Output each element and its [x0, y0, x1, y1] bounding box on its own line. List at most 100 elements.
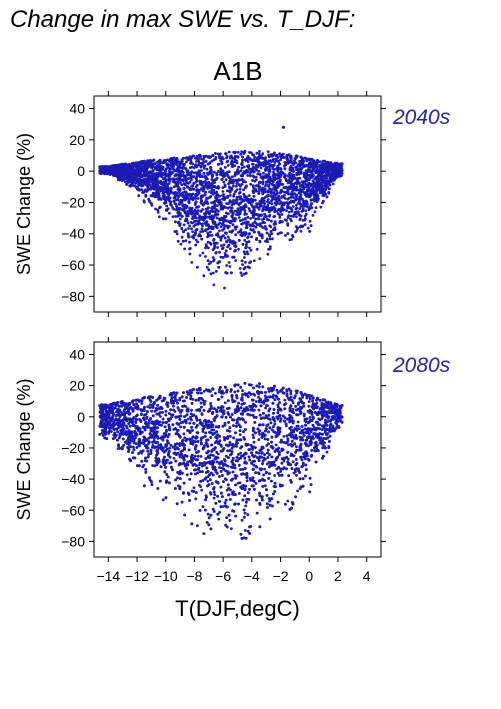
data-point	[225, 240, 229, 244]
data-point	[311, 179, 315, 183]
data-point	[274, 203, 278, 206]
data-point	[185, 173, 189, 177]
data-point	[316, 158, 319, 162]
data-point	[158, 173, 162, 176]
data-point	[160, 165, 164, 169]
data-point	[232, 194, 236, 198]
data-point	[196, 197, 200, 200]
data-point	[211, 227, 215, 230]
data-point	[249, 182, 253, 186]
data-point	[283, 164, 286, 168]
data-point	[261, 192, 265, 196]
data-point	[195, 160, 198, 163]
data-point	[206, 246, 210, 250]
data-point	[248, 174, 252, 178]
data-point	[248, 167, 252, 171]
data-point	[258, 188, 261, 191]
data-point	[229, 209, 232, 213]
data-point	[190, 227, 193, 231]
data-point	[216, 261, 220, 265]
data-point	[187, 227, 190, 230]
data-point	[201, 251, 205, 255]
data-point	[178, 175, 182, 179]
data-point	[179, 242, 183, 246]
data-point	[270, 154, 273, 158]
data-point	[235, 197, 239, 201]
data-point	[188, 224, 192, 228]
data-point	[210, 177, 214, 181]
data-point	[235, 172, 239, 176]
data-point	[164, 217, 168, 221]
data-point	[168, 196, 172, 200]
data-point	[199, 230, 203, 234]
data-point	[200, 215, 204, 219]
data-point	[195, 178, 199, 181]
data-point	[194, 238, 198, 242]
data-point	[166, 163, 170, 166]
data-point	[174, 173, 178, 176]
data-point	[218, 221, 222, 225]
data-point	[220, 222, 224, 226]
data-point	[215, 176, 219, 180]
data-point	[318, 191, 322, 195]
data-point	[197, 157, 200, 161]
data-point	[239, 184, 242, 188]
data-point	[287, 210, 291, 214]
data-point	[199, 165, 203, 169]
data-point	[239, 201, 242, 205]
data-point	[196, 209, 200, 213]
data-point	[303, 156, 307, 160]
data-point	[190, 171, 193, 174]
data-point	[175, 194, 179, 198]
data-point	[276, 156, 280, 159]
data-point	[177, 221, 180, 225]
data-point	[290, 200, 294, 204]
data-point	[138, 178, 142, 182]
data-point	[301, 219, 305, 222]
data-point	[195, 154, 199, 158]
data-point	[209, 260, 213, 264]
data-point	[245, 250, 249, 254]
data-point	[179, 181, 183, 184]
data-point	[231, 229, 235, 233]
data-point	[136, 185, 140, 189]
data-point	[296, 163, 300, 167]
data-point	[326, 182, 330, 186]
data-point	[279, 220, 282, 224]
data-point	[291, 234, 294, 237]
data-point	[257, 152, 261, 156]
data-point	[263, 158, 267, 162]
data-point	[184, 228, 188, 232]
data-point	[224, 178, 228, 182]
data-point	[301, 159, 304, 162]
data-point	[251, 200, 255, 204]
data-point	[278, 180, 282, 184]
data-point	[151, 169, 155, 172]
data-point	[174, 215, 178, 218]
data-point	[206, 240, 210, 244]
data-point	[227, 150, 231, 154]
data-point	[228, 194, 232, 197]
data-point	[234, 241, 237, 245]
data-point	[247, 240, 251, 244]
data-point	[246, 215, 250, 219]
data-point	[147, 182, 150, 186]
data-point	[261, 221, 265, 225]
data-point	[176, 167, 180, 170]
data-point	[246, 235, 250, 239]
data-point	[213, 170, 216, 174]
data-point	[236, 155, 240, 159]
data-point	[303, 182, 307, 186]
data-point	[266, 190, 270, 194]
data-point	[221, 247, 224, 251]
data-point	[194, 228, 198, 232]
data-point	[243, 213, 247, 216]
data-point	[241, 172, 245, 175]
points-2080s	[98, 381, 344, 540]
data-point	[214, 186, 218, 190]
data-point	[200, 169, 203, 172]
data-point	[234, 213, 238, 216]
data-point	[261, 207, 265, 211]
data-point	[265, 227, 268, 231]
data-point	[242, 231, 245, 235]
